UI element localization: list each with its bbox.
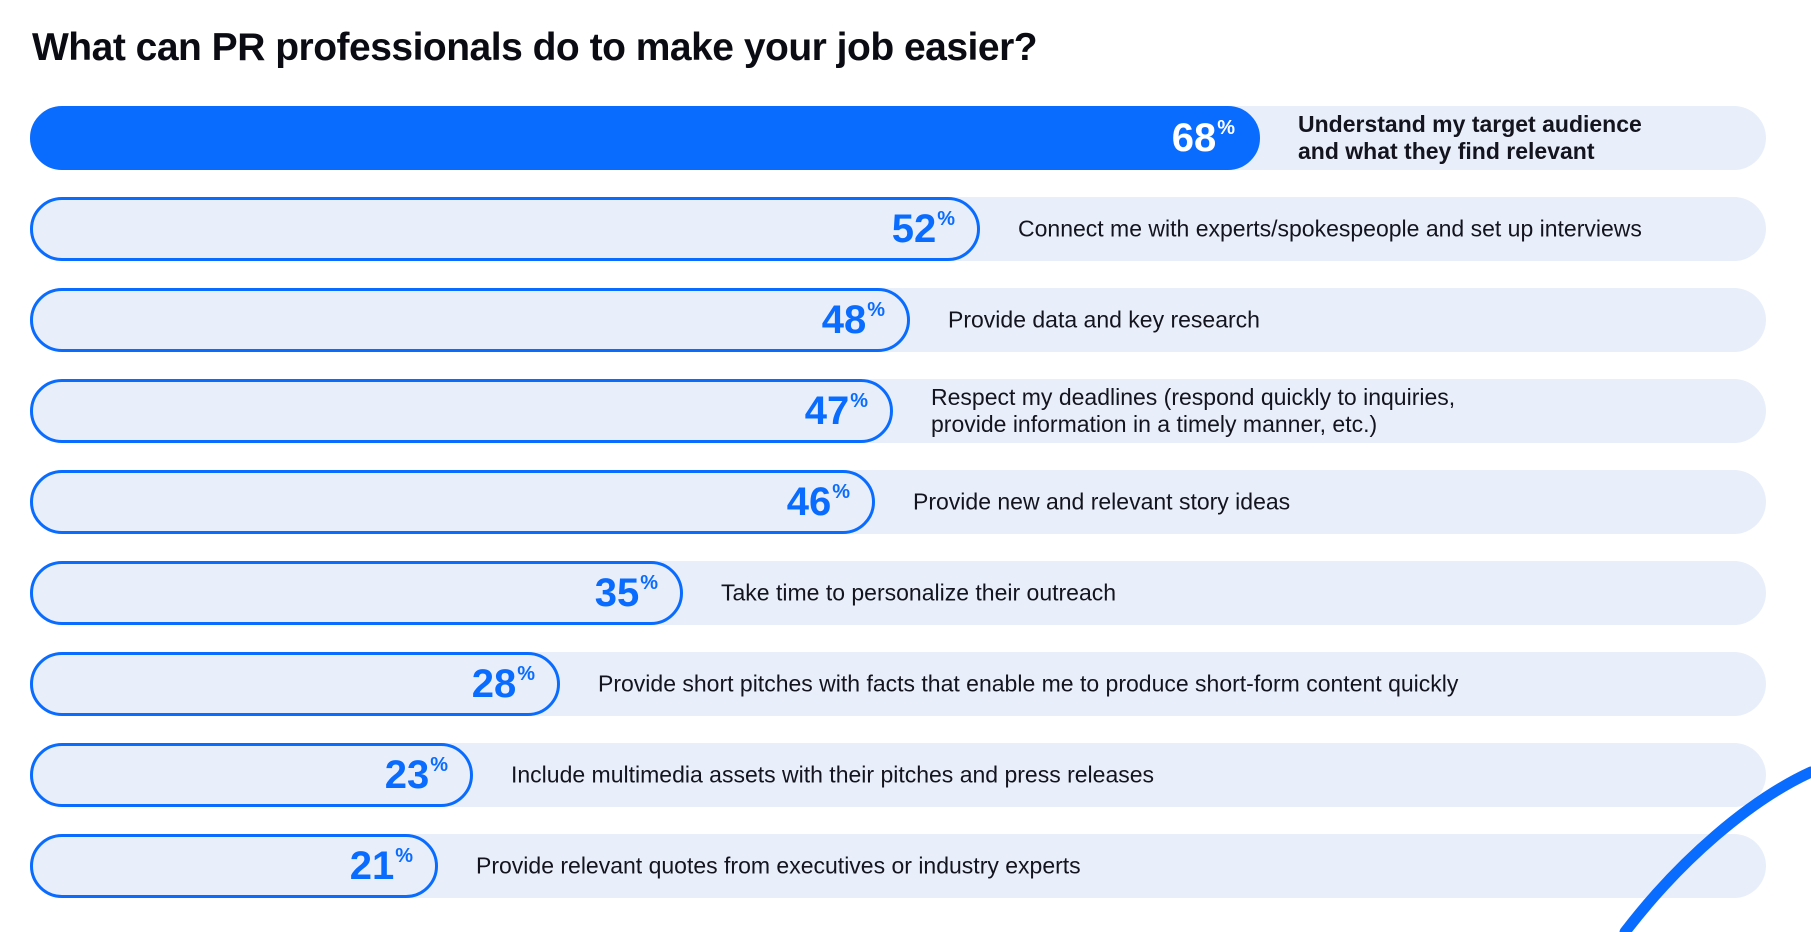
percent-sign: % — [517, 663, 535, 685]
bar-value-label: 47% — [805, 391, 868, 431]
bar: 48% — [30, 288, 910, 352]
bar-value-number: 21 — [349, 844, 395, 888]
category-label: Provide relevant quotes from executives … — [476, 852, 1081, 879]
bar-row: 68% Understand my target audience and wha… — [30, 106, 1766, 170]
bar-row: 48% Provide data and key research — [30, 288, 1766, 352]
percent-sign: % — [395, 845, 413, 867]
bar: 68% — [30, 106, 1260, 170]
bar-row: 28% Provide short pitches with facts that… — [30, 652, 1766, 716]
bar: 52% — [30, 197, 980, 261]
bar: 35% — [30, 561, 683, 625]
bar-row: 46% Provide new and relevant story ideas — [30, 470, 1766, 534]
bar-value-number: 46 — [786, 480, 832, 524]
bar-value-number: 28 — [471, 662, 517, 706]
category-label: Provide short pitches with facts that en… — [598, 670, 1459, 697]
bar-value-number: 47 — [804, 389, 850, 433]
bar-value-number: 52 — [891, 207, 937, 251]
bar-row: 47% Respect my deadlines (respond quickly… — [30, 379, 1766, 443]
bar-value-label: 23% — [385, 755, 448, 795]
bar-value-label: 46% — [787, 482, 850, 522]
category-label: Respect my deadlines (respond quickly to… — [931, 384, 1456, 437]
bar-value-number: 48 — [821, 298, 867, 342]
bar-row: 35% Take time to personalize their outrea… — [30, 561, 1766, 625]
bar-value-label: 21% — [350, 846, 413, 886]
bar-value-number: 68 — [1171, 116, 1217, 160]
bar-value-label: 68% — [1172, 118, 1235, 158]
percent-sign: % — [640, 572, 658, 594]
bar-row: 23% Include multimedia assets with their … — [30, 743, 1766, 807]
percent-sign: % — [430, 754, 448, 776]
bar: 21% — [30, 834, 438, 898]
bar: 23% — [30, 743, 473, 807]
bar-row: 21% Provide relevant quotes from executiv… — [30, 834, 1766, 898]
bar-value-label: 35% — [595, 573, 658, 613]
category-label: Provide new and relevant story ideas — [913, 488, 1291, 515]
category-label: Provide data and key research — [948, 306, 1260, 333]
bar-value-number: 35 — [594, 571, 640, 615]
bar-row: 52% Connect me with experts/spokespeople … — [30, 197, 1766, 261]
percent-sign: % — [867, 299, 885, 321]
bar: 46% — [30, 470, 875, 534]
percent-sign: % — [937, 208, 955, 230]
category-label: Take time to personalize their outreach — [721, 579, 1117, 606]
chart-title: What can PR professionals do to make you… — [32, 26, 1038, 69]
bar-value-label: 28% — [472, 664, 535, 704]
percent-sign: % — [832, 481, 850, 503]
bar: 28% — [30, 652, 560, 716]
category-label: Understand my target audience and what t… — [1298, 111, 1642, 164]
percent-sign: % — [1217, 117, 1235, 139]
bar-value-number: 23 — [384, 753, 430, 797]
percent-sign: % — [850, 390, 868, 412]
category-label: Connect me with experts/spokespeople and… — [1018, 215, 1642, 242]
bar: 47% — [30, 379, 893, 443]
bar-value-label: 52% — [892, 209, 955, 249]
category-label: Include multimedia assets with their pit… — [511, 761, 1155, 788]
bar-value-label: 48% — [822, 300, 885, 340]
